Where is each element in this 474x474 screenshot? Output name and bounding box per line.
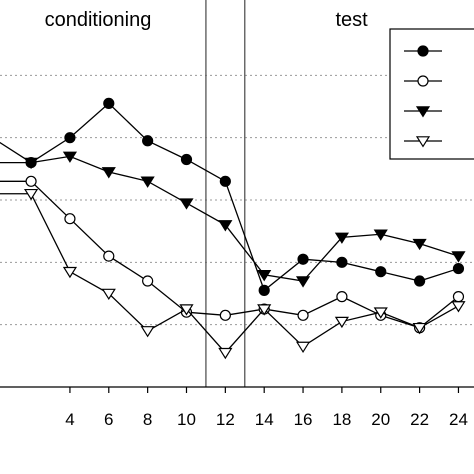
series-0-point-7 <box>258 284 270 296</box>
series-2-point-3 <box>101 167 116 179</box>
x-tick-label-16: 16 <box>294 410 313 429</box>
series-1-point-9 <box>336 291 348 303</box>
series-3-point-9 <box>334 316 349 329</box>
series-2-point-12 <box>451 251 466 263</box>
series-2-point-8 <box>295 276 311 288</box>
x-axis-ticks: 4 6 8 10 12 14 16 18 20 22 24 <box>65 387 468 429</box>
series-0-point-6 <box>219 175 231 187</box>
data-series <box>0 97 466 360</box>
x-tick-label-6: 6 <box>104 410 113 429</box>
series-0-point-5 <box>180 153 193 166</box>
series-0-point-9 <box>336 256 348 268</box>
series-2-point-11 <box>412 238 427 251</box>
series-2-point-7 <box>257 270 272 282</box>
series-3-point-4 <box>140 326 155 338</box>
series-2 <box>0 151 466 288</box>
x-tick-label-10: 10 <box>177 410 196 429</box>
series-3-point-5 <box>179 304 194 316</box>
x-tick-label-8: 8 <box>143 410 152 429</box>
series-3-point-6 <box>218 347 233 360</box>
series-3-point-1 <box>23 188 39 201</box>
x-tick-label-18: 18 <box>332 410 351 429</box>
series-2-point-4 <box>140 176 155 188</box>
legend-marker-1 <box>417 75 429 87</box>
series-2-point-5 <box>179 198 194 210</box>
series-2-point-10 <box>373 229 388 241</box>
phase-boundaries <box>205 0 246 387</box>
series-3-point-8 <box>295 341 311 354</box>
series-0-point-3 <box>103 97 115 109</box>
series-2-point-6 <box>218 220 233 232</box>
legend-marker-0 <box>417 45 429 57</box>
series-1-point-8 <box>297 309 309 321</box>
series-3-point-3 <box>101 288 116 301</box>
series-1-point-1 <box>25 175 37 187</box>
x-tick-label-14: 14 <box>255 410 274 429</box>
series-0-point-8 <box>297 253 309 265</box>
series-0-point-10 <box>375 266 387 278</box>
legend-marker-2 <box>415 106 431 118</box>
series-3-point-12 <box>451 301 466 313</box>
series-1-point-12 <box>452 291 465 303</box>
series-3-point-10 <box>373 307 388 319</box>
x-tick-label-20: 20 <box>371 410 390 429</box>
series-0-point-11 <box>414 275 426 287</box>
series-0-point-12 <box>452 262 465 275</box>
series-1-point-4 <box>142 275 154 287</box>
series-3-point-7 <box>257 304 272 316</box>
series-0 <box>0 97 465 296</box>
series-0-point-2 <box>64 132 76 144</box>
x-tick-label-12: 12 <box>216 410 235 429</box>
series-2-point-9 <box>334 232 349 244</box>
series-1-point-3 <box>103 250 115 262</box>
series-3-point-11 <box>412 322 427 335</box>
legend <box>389 28 474 160</box>
x-tick-label-24: 24 <box>449 410 468 429</box>
series-1-point-6 <box>219 309 231 321</box>
series-2-point-1 <box>23 157 39 170</box>
series-3-point-2 <box>62 266 78 279</box>
series-1-point-2 <box>64 213 76 225</box>
conditioning-phase-label: conditioning <box>45 9 152 31</box>
legend-marker-3 <box>415 136 431 148</box>
x-tick-label-4: 4 <box>65 410 74 429</box>
series-0-point-4 <box>142 135 154 147</box>
x-tick-label-22: 22 <box>410 410 429 429</box>
series-2-point-2 <box>62 151 78 163</box>
series-3 <box>0 188 466 360</box>
test-phase-label: test <box>335 9 368 31</box>
legend-box <box>389 28 474 160</box>
